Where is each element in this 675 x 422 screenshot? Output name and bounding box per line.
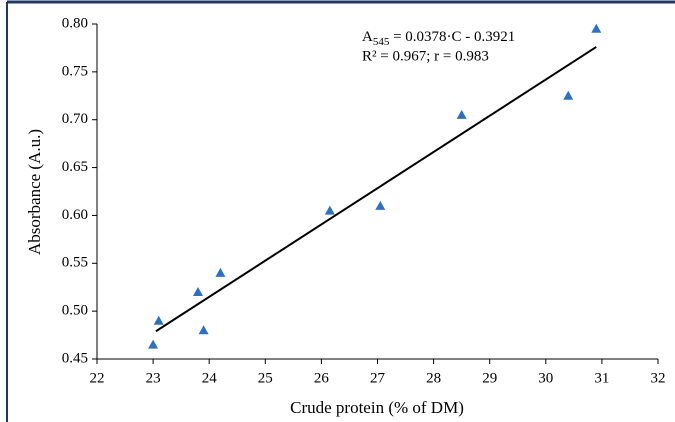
x-tick-label: 31 — [594, 370, 609, 386]
x-tick-label: 24 — [202, 370, 218, 386]
y-tick-label: 0.50 — [62, 303, 88, 319]
y-tick-label: 0.70 — [62, 111, 88, 127]
x-tick-label: 29 — [482, 370, 497, 386]
r-squared: R² = 0.967; r = 0.983 — [362, 48, 489, 64]
x-axis-title: Crude protein (% of DM) — [290, 398, 464, 417]
equation-part: A — [362, 29, 373, 45]
y-tick-label: 0.55 — [62, 255, 88, 271]
data-point — [456, 109, 467, 119]
x-tick-label: 25 — [258, 370, 273, 386]
data-point — [192, 287, 203, 296]
data-point — [563, 90, 574, 100]
data-point — [591, 23, 602, 33]
data-point — [215, 267, 226, 277]
data-point — [324, 205, 335, 215]
x-tick-label: 28 — [426, 370, 441, 386]
y-tick-label: 0.65 — [62, 159, 88, 175]
equation: A545 = 0.0378·C - 0.3921 — [362, 29, 515, 47]
y-tick-label: 0.75 — [62, 63, 88, 79]
equation-part: = 0.0378·C - 0.3921 — [389, 29, 515, 45]
trendline — [155, 46, 597, 333]
x-tick-label: 22 — [90, 370, 105, 386]
data-point — [148, 339, 159, 349]
y-tick-label: 0.45 — [62, 350, 88, 366]
equation-subscript: 545 — [373, 36, 390, 48]
x-tick-label: 26 — [314, 370, 330, 386]
x-tick-label: 30 — [538, 370, 553, 386]
y-tick-label: 0.80 — [62, 15, 88, 31]
x-tick-label: 23 — [146, 370, 161, 386]
data-point — [198, 325, 209, 335]
y-tick-label: 0.60 — [62, 207, 88, 223]
data-point — [153, 315, 164, 325]
data-point — [375, 200, 386, 210]
y-axis-title: Absorbance (A.u.) — [25, 129, 44, 255]
x-tick-label: 32 — [651, 370, 666, 386]
x-tick-label: 27 — [370, 370, 386, 386]
